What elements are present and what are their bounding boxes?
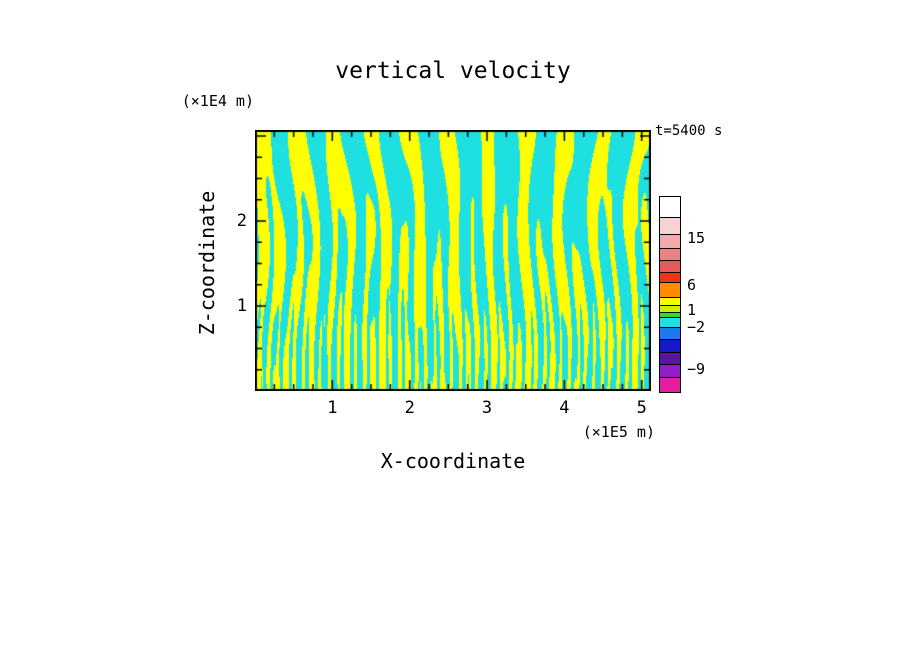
y-tick-label: 1	[236, 295, 247, 316]
colorbar-segment	[660, 352, 680, 364]
colorbar-label: −2	[687, 318, 706, 337]
colorbar-segment	[660, 312, 680, 317]
colorbar-label: 6	[687, 275, 697, 294]
y-tick-label: 2	[236, 210, 247, 231]
colorbar-segment	[660, 377, 680, 392]
colorbar-segment	[660, 282, 680, 297]
x-tick-label: 5	[636, 398, 647, 418]
colorbar-segment	[660, 234, 680, 248]
plot-area	[255, 130, 651, 391]
colorbar-label: 15	[687, 228, 706, 247]
colorbar-segment	[660, 248, 680, 260]
y-axis-unit-label: (×1E4 m)	[181, 92, 254, 110]
colorbar-segment	[660, 364, 680, 377]
time-annotation: t=5400 s	[655, 123, 723, 139]
x-axis-label: X-coordinate	[380, 449, 526, 473]
x-axis-unit-label: (×1E5 m)	[582, 423, 655, 441]
colorbar-segment	[660, 317, 680, 327]
colorbar-segment	[660, 297, 680, 305]
colorbar-segment	[660, 260, 680, 272]
colorbar-labels: 15 6 1 −2 −9	[687, 196, 737, 391]
colorbar-segment	[660, 217, 680, 234]
x-tick-label: 2	[404, 398, 415, 418]
chart-title: vertical velocity	[335, 58, 571, 84]
heatmap-canvas	[255, 130, 651, 391]
x-tick-label: 1	[327, 398, 338, 418]
colorbar-segment	[660, 197, 680, 217]
colorbar-label: 1	[687, 301, 697, 320]
x-tick-labels: 1 2 3 4 5	[255, 398, 651, 420]
colorbar-segment	[660, 305, 680, 312]
colorbar-label: −9	[687, 359, 706, 378]
colorbar	[659, 196, 681, 393]
x-tick-label: 3	[481, 398, 493, 418]
x-tick-label: 4	[559, 398, 570, 418]
colorbar-segment	[660, 272, 680, 282]
colorbar-segment	[660, 326, 680, 339]
colorbar-segment	[660, 339, 680, 352]
